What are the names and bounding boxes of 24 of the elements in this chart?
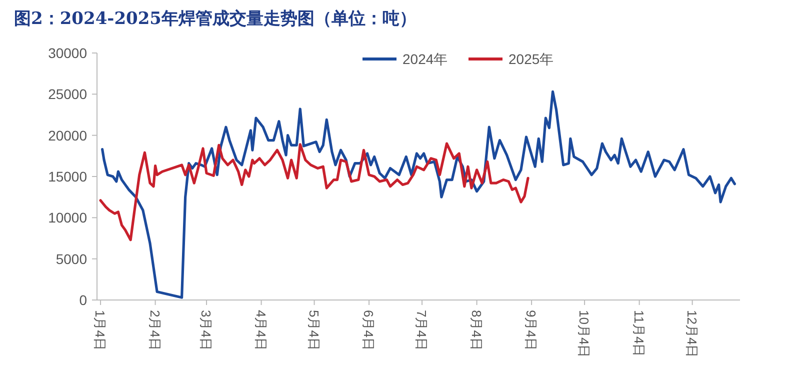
x-tick-label: 3月4日 bbox=[198, 310, 214, 350]
x-tick-label: 9月4日 bbox=[524, 310, 539, 350]
y-tick-label: 0 bbox=[79, 292, 88, 308]
legend-label: 2024年 bbox=[402, 51, 448, 67]
x-tick-label: 10月4日 bbox=[576, 310, 592, 358]
x-tick-label: 11月4日 bbox=[631, 310, 646, 357]
y-tick-label: 10000 bbox=[48, 210, 88, 226]
legend-label: 2025年 bbox=[508, 51, 554, 67]
x-tick-label: 7月4日 bbox=[414, 310, 430, 350]
x-tick-label: 6月4日 bbox=[361, 310, 376, 350]
y-tick-label: 25000 bbox=[48, 86, 88, 102]
line-series bbox=[99, 142, 530, 242]
x-tick-label: 12月4日 bbox=[684, 310, 700, 358]
y-tick-label: 15000 bbox=[48, 168, 88, 184]
y-tick-label: 20000 bbox=[48, 127, 88, 144]
y-tick-label: 5000 bbox=[56, 250, 88, 267]
x-tick-label: 1月4日 bbox=[92, 310, 108, 350]
y-tick-label: 30000 bbox=[48, 45, 88, 61]
x-tick-label: 2月4日 bbox=[147, 310, 162, 350]
x-tick-label: 4月4日 bbox=[253, 310, 268, 350]
x-tick-label: 8月4日 bbox=[468, 310, 484, 350]
chart-title: 图2：2024-2025年焊管成交量走势图（单位：吨） bbox=[14, 9, 417, 29]
x-tick-label: 5月4日 bbox=[306, 310, 322, 350]
line-series bbox=[101, 90, 736, 299]
